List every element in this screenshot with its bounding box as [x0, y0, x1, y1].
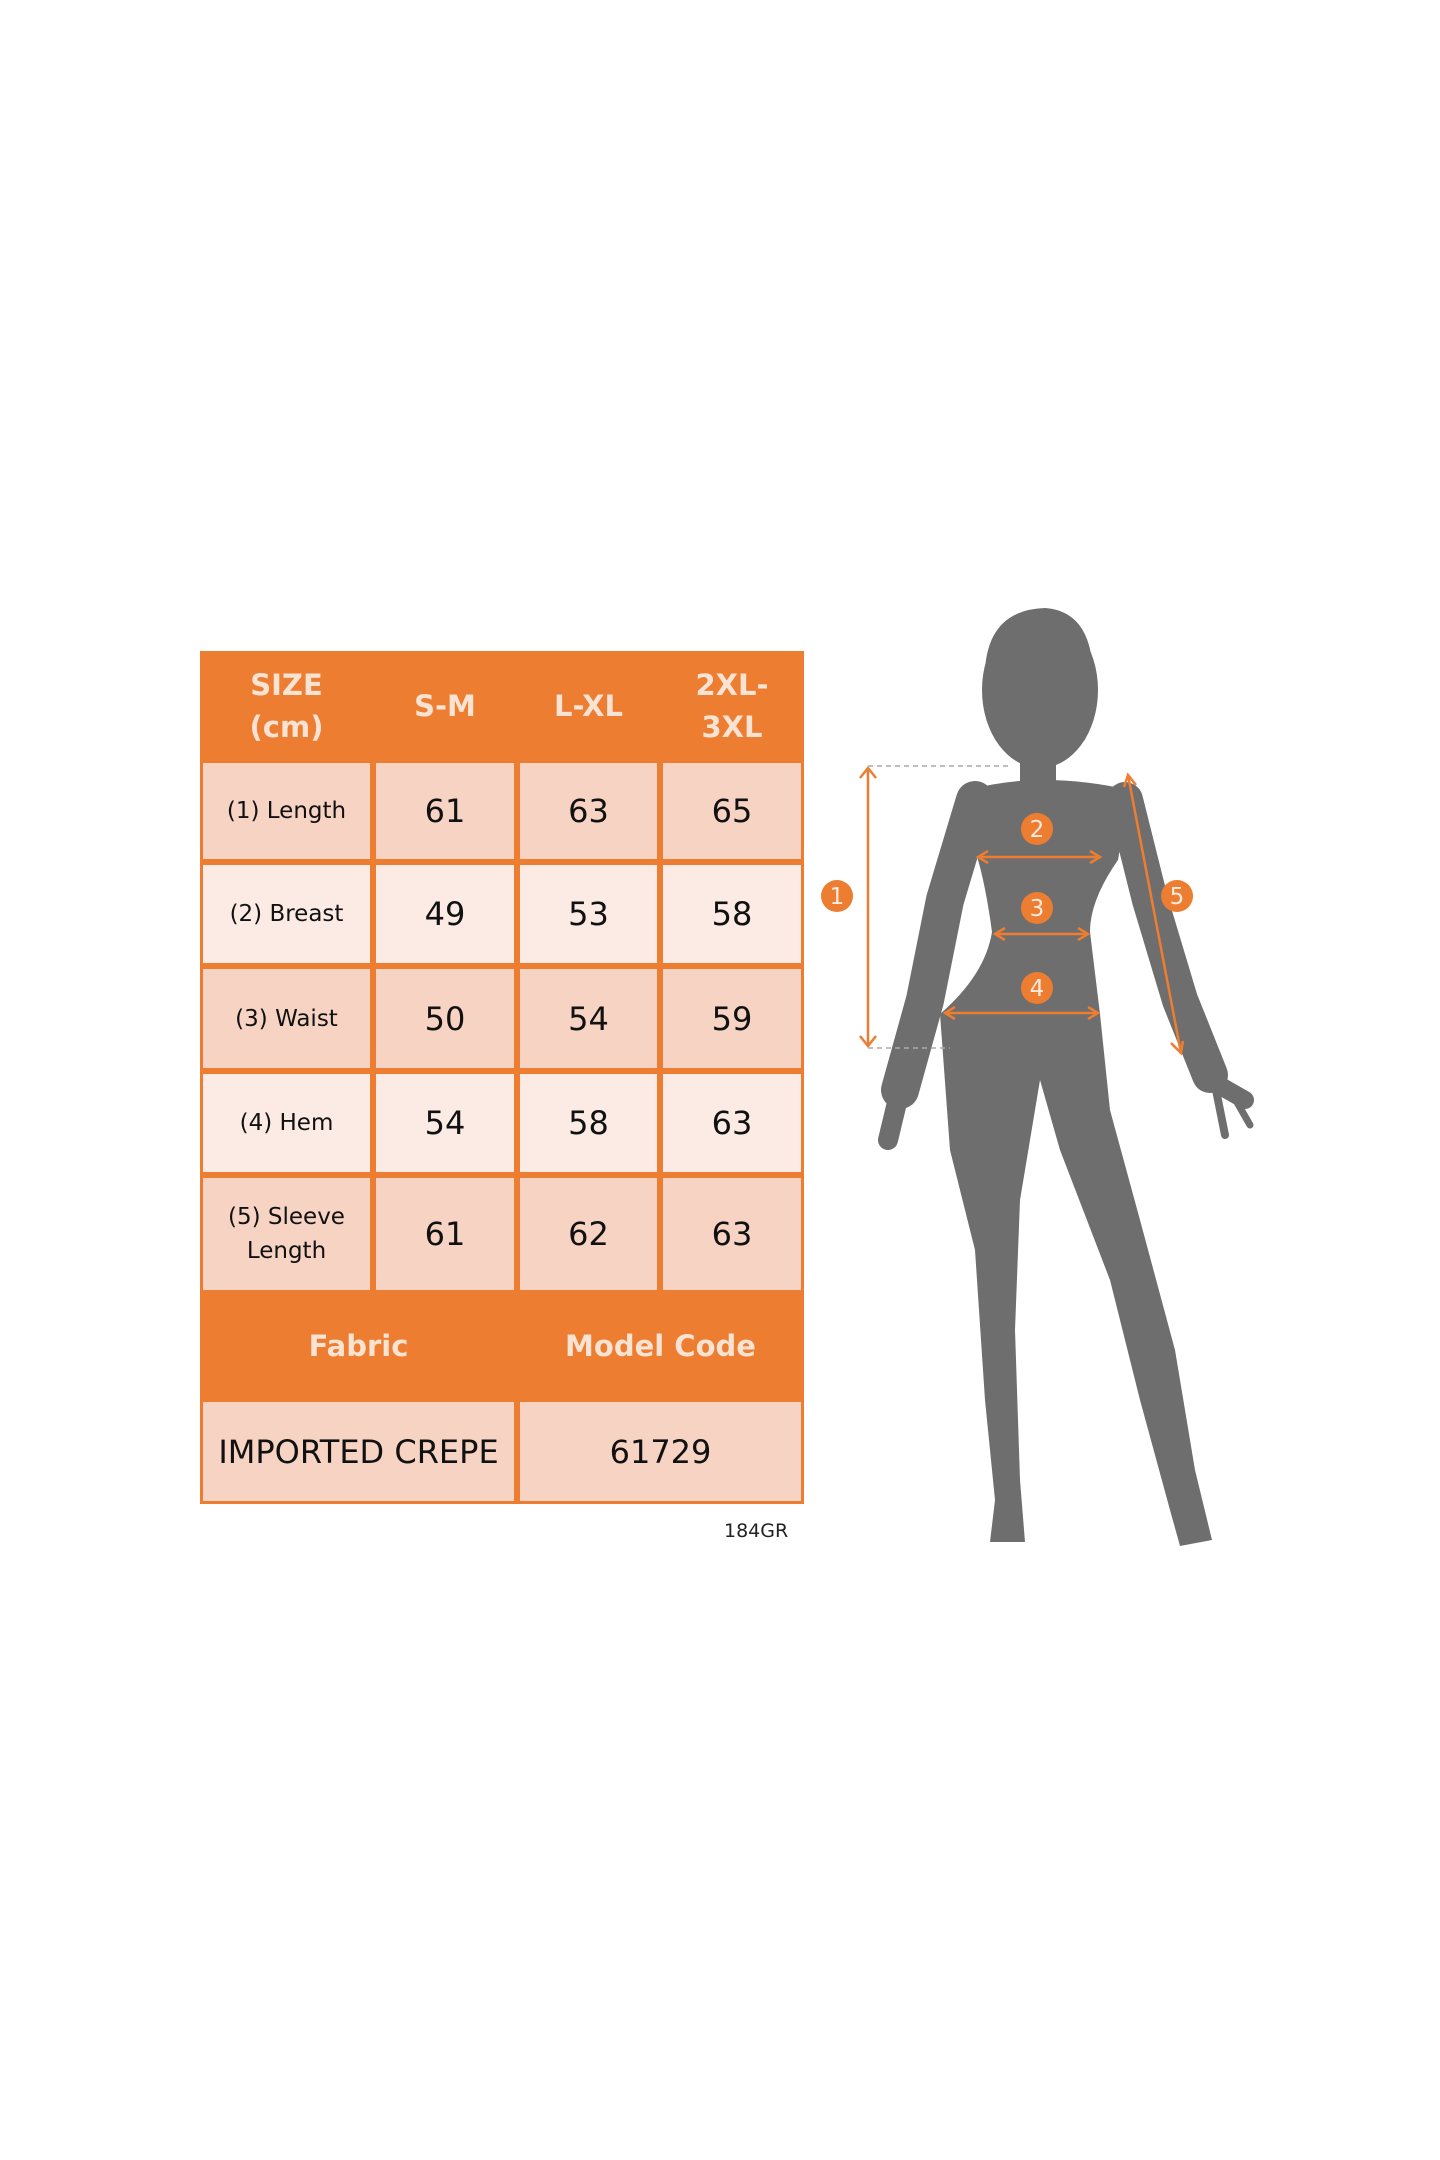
arms [878, 781, 1254, 1150]
right-hand-finger [1226, 1086, 1254, 1129]
marker-number: 2 [1030, 817, 1045, 843]
measurement-value: 58 [520, 1074, 657, 1172]
row-label: (1) Length [203, 763, 370, 859]
model-code-value: 61729 [520, 1402, 801, 1501]
arrowhead [1122, 772, 1137, 788]
row-label: (5) Sleeve Length [203, 1178, 370, 1290]
marker-number: 3 [1030, 896, 1045, 922]
marker-circle [1021, 892, 1053, 924]
measurement-value: 63 [520, 763, 657, 859]
measurement-value: 50 [376, 969, 514, 1068]
marker-number: 1 [830, 884, 845, 910]
measurement-value: 54 [376, 1074, 514, 1172]
fabric-value: IMPORTED CREPE [203, 1402, 514, 1501]
arrowhead [1087, 1005, 1101, 1021]
measurement-lines [859, 765, 1185, 1056]
measurement-markers: 1 2 3 4 5 [821, 813, 1193, 1004]
header-size-1: L-XL [554, 688, 623, 723]
marker-circle [1161, 880, 1193, 912]
arrowhead [1077, 926, 1091, 942]
header-size-label: SIZE (cm) [249, 667, 324, 744]
marker-circle [1021, 972, 1053, 1004]
measurement-value: 65 [663, 763, 801, 859]
measurement-value: 53 [520, 865, 657, 963]
left-hand [878, 1080, 910, 1150]
measurement-value: 59 [663, 969, 801, 1068]
size-chart-table: SIZE (cm) S-M L-XL 2XL- 3XL (1) Length 61 63 65… [200, 651, 804, 1504]
arrowhead [1170, 1040, 1185, 1056]
arrowhead [859, 1035, 877, 1049]
measurement-value: 49 [376, 865, 514, 963]
measurement-value: 61 [376, 763, 514, 859]
hair [984, 608, 1094, 745]
left-arm [881, 781, 994, 1109]
measurement-value: 54 [520, 969, 657, 1068]
measurement-value: 58 [663, 865, 801, 963]
arrowhead [859, 765, 877, 779]
header-size-2: 2XL- 3XL [695, 667, 769, 744]
measurement-value: 63 [663, 1178, 801, 1290]
arrowhead [942, 1005, 956, 1021]
fabric-header: Fabric [308, 1329, 409, 1363]
row-label: (3) Waist [203, 969, 370, 1068]
header-size-0: S-M [414, 688, 476, 723]
measurement-value: 63 [663, 1074, 801, 1172]
row-label: (4) Hem [203, 1074, 370, 1172]
marker-number: 4 [1030, 976, 1045, 1002]
guide-lines [868, 765, 1010, 1049]
footer-code: 184GR [724, 1520, 789, 1542]
measurement-value: 61 [376, 1178, 514, 1290]
sleeve-arrow-line [1126, 774, 1183, 1054]
right-hand-finger [1211, 1081, 1229, 1139]
measurement-value: 62 [520, 1178, 657, 1290]
right-arm [1107, 782, 1228, 1093]
marker-number: 5 [1170, 884, 1185, 910]
woman-silhouette [940, 608, 1212, 1546]
arrowhead [975, 849, 989, 865]
legs [940, 1014, 1212, 1546]
model-code-header: Model Code [565, 1329, 756, 1363]
row-label: (2) Breast [203, 865, 370, 963]
arrowhead [992, 926, 1006, 942]
marker-circle [1021, 813, 1053, 845]
marker-circle [821, 880, 853, 912]
arrowhead [1089, 849, 1103, 865]
